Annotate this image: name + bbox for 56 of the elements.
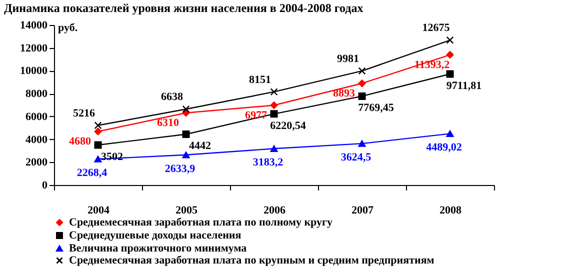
legend-label: Среднедушевые доходы населения xyxy=(69,230,242,242)
data-label: 9711,81 xyxy=(446,80,482,92)
point xyxy=(182,152,190,158)
point xyxy=(94,128,102,136)
data-label: 2268,4 xyxy=(76,167,108,180)
y-tick-label: 6000 xyxy=(26,110,48,123)
y-tick-label: 2000 xyxy=(26,156,48,169)
legend-label: Величина прожиточного минимума xyxy=(69,242,248,254)
y-tick-label: 12000 xyxy=(20,42,48,54)
y-tick-label: 0 xyxy=(42,180,48,192)
data-label: 9981 xyxy=(337,52,359,65)
x-tick-label: 2004 xyxy=(88,204,110,216)
data-label: 6638 xyxy=(161,91,184,104)
data-label: 3624,5 xyxy=(340,152,372,164)
y-tick-label: 14000 xyxy=(20,20,48,32)
data-label: 4489,02 xyxy=(426,142,462,154)
data-label: 2633,9 xyxy=(164,162,196,175)
point xyxy=(270,110,278,118)
data-label: 8893 xyxy=(333,87,356,100)
data-label: 12675 xyxy=(422,22,450,34)
data-label: 4442 xyxy=(189,140,212,152)
point xyxy=(358,140,366,147)
data-label: 11393,2 xyxy=(414,58,450,71)
point xyxy=(270,88,278,96)
point xyxy=(94,156,102,162)
y-tick-label: 8000 xyxy=(26,88,48,100)
x-tick-label: 2007 xyxy=(352,204,374,216)
data-label: 6220,54 xyxy=(270,120,306,132)
point xyxy=(182,130,190,138)
point xyxy=(358,80,366,88)
point xyxy=(358,67,366,75)
x-tick-label: 2008 xyxy=(440,204,462,216)
data-label: 7769,45 xyxy=(358,102,394,114)
y-axis-title: руб. xyxy=(58,22,78,34)
data-label: 5216 xyxy=(73,107,96,120)
x-tick-label: 2006 xyxy=(264,204,286,216)
point xyxy=(358,92,366,100)
y-tick-label: 4000 xyxy=(26,134,48,146)
point xyxy=(270,102,278,110)
point xyxy=(446,130,454,138)
point xyxy=(446,36,454,44)
data-label: 3183,2 xyxy=(252,156,284,169)
point xyxy=(446,70,454,78)
legend-label: Среднемесячная заработная плата по крупным и средним предприятиям xyxy=(69,254,435,266)
point xyxy=(446,51,454,59)
data-label: 6310 xyxy=(157,116,180,129)
data-label: 4680 xyxy=(69,136,92,148)
x-tick-label: 2005 xyxy=(176,204,198,216)
data-label: 8151 xyxy=(249,74,271,86)
point xyxy=(270,145,278,152)
point xyxy=(94,122,102,130)
point xyxy=(94,141,102,149)
y-tick-label: 10000 xyxy=(20,65,48,78)
chart-title: Динамика показателей уровня жизни населения в 2004-2008 годах xyxy=(4,1,364,15)
point xyxy=(182,105,190,113)
legend-label: Среднемесячная заработная плата по полному кругу xyxy=(69,216,333,228)
